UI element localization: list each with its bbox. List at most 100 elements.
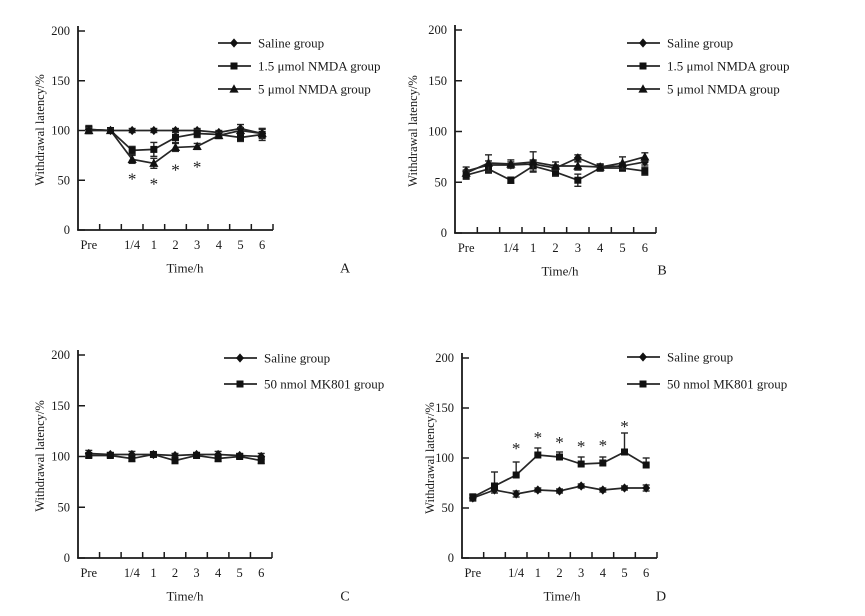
x-tick-label: 4 xyxy=(215,566,222,580)
marker-diamond xyxy=(127,449,136,460)
significance-asterisk: * xyxy=(620,417,629,436)
marker-diamond xyxy=(639,38,647,48)
marker-triangle xyxy=(127,154,137,163)
marker-triangle xyxy=(192,141,202,151)
legend-item: 5 μmol NMDA group xyxy=(218,82,371,97)
marker-triangle xyxy=(640,152,650,161)
y-tick-label: 200 xyxy=(51,348,70,362)
marker-diamond xyxy=(149,125,158,136)
marker-diamond xyxy=(642,483,651,493)
marker-triangle xyxy=(506,159,516,168)
x-tick-label: 6 xyxy=(259,238,265,252)
y-tick-label: 150 xyxy=(435,401,454,415)
marker-square xyxy=(171,457,179,465)
y-tick-label: 200 xyxy=(51,24,70,38)
y-tick-label: 150 xyxy=(51,74,70,88)
legend-label: 1.5 μmol NMDA group xyxy=(667,59,790,74)
legend-label: 1.5 μmol NMDA group xyxy=(258,59,381,74)
y-axis-title: Withdrawal latency/% xyxy=(33,400,47,512)
marker-triangle xyxy=(229,84,239,93)
legend: Saline group 1.5 μmol NMDA group 5 μmol NM… xyxy=(218,36,381,97)
marker-square xyxy=(150,145,158,153)
panel-letter: B xyxy=(657,264,666,279)
panel-B: 0 50 100 150 200 Pre 1/4 1 2 3 4 5 6 Withdrawal laten… xyxy=(406,23,790,279)
marker-triangle xyxy=(105,125,116,135)
marker-diamond xyxy=(555,486,564,496)
y-tick-label: 0 xyxy=(64,223,70,237)
marker-triangle xyxy=(461,168,471,177)
x-tick-label: 4 xyxy=(600,566,607,580)
y-tick-label: 200 xyxy=(435,351,454,365)
y-tick-label: 50 xyxy=(442,501,455,515)
x-tick-label: 1/4 xyxy=(503,241,520,255)
marker-square xyxy=(491,482,498,490)
y-tick-label: 100 xyxy=(435,451,454,465)
marker-square xyxy=(599,459,607,467)
legend: Saline group 50 nmol MK801 group xyxy=(224,351,384,392)
x-tick-label: 1/4 xyxy=(124,566,141,580)
marker-triangle xyxy=(214,130,224,140)
marker-triangle xyxy=(149,158,159,167)
y-tick-label: 50 xyxy=(58,173,71,187)
marker-square xyxy=(577,460,585,468)
marker-diamond xyxy=(512,489,521,499)
marker-square xyxy=(642,461,650,469)
x-tick-label: 3 xyxy=(578,566,584,580)
x-axis-title: Time/h xyxy=(541,264,579,279)
marker-square xyxy=(641,167,649,175)
x-tick-label: 1 xyxy=(151,238,157,252)
marker-square xyxy=(512,471,520,479)
marker-diamond xyxy=(128,125,137,136)
significance-asterisk: * xyxy=(128,169,137,188)
y-tick-label: 100 xyxy=(428,125,447,139)
y-tick-label: 150 xyxy=(428,74,447,88)
x-tick-label: Pre xyxy=(80,566,97,580)
panel-letter: A xyxy=(340,262,351,277)
significance-asterisk: * xyxy=(599,436,608,455)
legend-label: 50 nmol MK801 group xyxy=(264,377,384,392)
x-tick-label: 1/4 xyxy=(508,566,525,580)
marker-square xyxy=(639,380,647,388)
marker-triangle xyxy=(483,158,494,167)
marker-square xyxy=(193,451,201,459)
y-axis-title: Withdrawal latency/% xyxy=(33,74,47,186)
series-triangle xyxy=(84,125,267,170)
legend-item: Saline group xyxy=(627,350,733,365)
marker-diamond xyxy=(171,450,179,461)
legend-label: 5 μmol NMDA group xyxy=(667,82,780,97)
x-tick-label: 3 xyxy=(193,566,199,580)
x-tick-label: Pre xyxy=(80,238,97,252)
x-axis-title: Time/h xyxy=(543,589,581,604)
x-tick-label: 2 xyxy=(556,566,562,580)
panel-letter: D xyxy=(656,590,666,605)
x-tick-label: 5 xyxy=(621,566,627,580)
series-square xyxy=(469,432,650,501)
legend-item: 5 μmol NMDA group xyxy=(627,82,780,97)
marker-diamond xyxy=(230,38,238,48)
legend-item: 1.5 μmol NMDA group xyxy=(218,59,381,74)
marker-triangle xyxy=(550,161,561,170)
legend-label: Saline group xyxy=(667,350,733,365)
marker-square xyxy=(236,453,244,460)
significance-asterisk: * xyxy=(577,437,586,456)
x-tick-label: 1 xyxy=(530,241,536,255)
marker-diamond xyxy=(577,481,586,491)
y-tick-label: 100 xyxy=(51,450,70,464)
y-tick-label: 0 xyxy=(448,551,454,565)
significance-asterisk: * xyxy=(193,157,202,176)
marker-square xyxy=(149,450,157,458)
x-tick-label: 4 xyxy=(216,238,223,252)
significance-asterisk: * xyxy=(171,160,180,179)
x-tick-label: 3 xyxy=(194,238,200,252)
marker-triangle xyxy=(528,157,538,166)
legend-item: 50 nmol MK801 group xyxy=(627,377,787,392)
marker-square xyxy=(236,380,244,388)
x-tick-label: 6 xyxy=(643,566,649,580)
y-tick-label: 50 xyxy=(58,500,71,514)
marker-square xyxy=(128,455,136,463)
legend-item: 50 nmol MK801 group xyxy=(224,377,384,392)
marker-square xyxy=(172,133,179,141)
legend-label: Saline group xyxy=(258,36,324,51)
panel-letter: C xyxy=(340,590,349,605)
